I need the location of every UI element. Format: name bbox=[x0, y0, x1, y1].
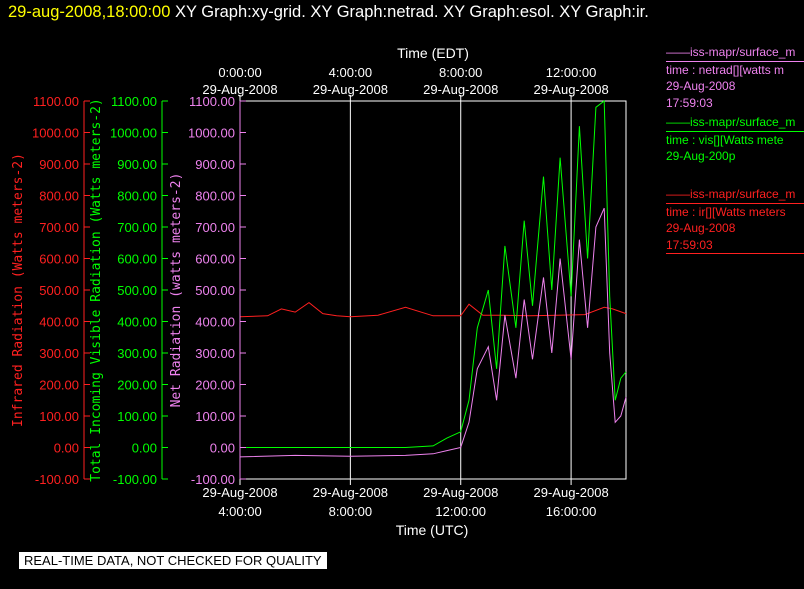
legend-ir-line2: 29-Aug-2008 bbox=[666, 221, 736, 235]
bottom-axis-title: Time (UTC) bbox=[396, 522, 469, 538]
y-tick-label-ir: 800.00 bbox=[39, 189, 79, 204]
y-axis-label-vis: Total Incoming Visible Radiation (Watts … bbox=[89, 98, 104, 482]
bottom-tick-time: 12:00:00 bbox=[435, 504, 486, 519]
y-tick-label-net: 200.00 bbox=[195, 378, 235, 393]
y-tick-label-ir: 600.00 bbox=[39, 252, 79, 267]
y-tick-label-vis: 100.00 bbox=[117, 409, 157, 424]
top-tick-time: 8:00:00 bbox=[439, 65, 482, 80]
y-tick-label-ir: 0.00 bbox=[54, 441, 79, 456]
y-tick-label-net: 500.00 bbox=[195, 283, 235, 298]
y-tick-label-net: 100.00 bbox=[195, 409, 235, 424]
plot-area bbox=[239, 100, 627, 480]
y-tick-label-net: 0.00 bbox=[210, 441, 235, 456]
top-tick-date: 29-Aug-2008 bbox=[202, 82, 277, 97]
y-tick-label-ir: 300.00 bbox=[39, 346, 79, 361]
y-tick-label-vis: 900.00 bbox=[117, 157, 157, 172]
legend-vis-line2: 29-Aug-200p bbox=[666, 149, 736, 163]
top-axis-title: Time (EDT) bbox=[397, 45, 469, 61]
y-tick-label-ir: 500.00 bbox=[39, 283, 79, 298]
y-tick-label-vis: 500.00 bbox=[117, 283, 157, 298]
legend-vis-title: ——iss-mapr/surface_m bbox=[666, 114, 804, 132]
top-tick-date: 29-Aug-2008 bbox=[423, 82, 498, 97]
bottom-tick-date: 29-Aug-2008 bbox=[423, 485, 498, 500]
bottom-tick-date: 29-Aug-2008 bbox=[313, 485, 388, 500]
y-tick-label-ir: 200.00 bbox=[39, 378, 79, 393]
y-tick-label-ir: 1100.00 bbox=[33, 94, 79, 109]
grid-lines bbox=[239, 101, 572, 479]
y-tick-label-vis: 200.00 bbox=[117, 378, 157, 393]
legend-netrad: ——iss-mapr/surface_m time : netrad[][wat… bbox=[666, 44, 804, 111]
series-line-vis bbox=[240, 100, 627, 448]
y-tick-label-net: 1100.00 bbox=[189, 94, 235, 109]
top-tick-time: 0:00:00 bbox=[218, 65, 261, 80]
axes-group: 29-Aug-2008 4:00:00 0:00:00 29-Aug-2008 29-A… bbox=[32, 65, 609, 519]
y-tick-label-ir: 700.00 bbox=[39, 220, 79, 235]
y-tick-label-vis: 600.00 bbox=[117, 252, 157, 267]
series-line-net bbox=[239, 207, 627, 458]
legend-netrad-title: ——iss-mapr/surface_m bbox=[666, 44, 804, 62]
y-tick-label-vis: 800.00 bbox=[117, 189, 157, 204]
y-tick-label-vis: 1000.00 bbox=[110, 126, 157, 141]
y-tick-label-net: 400.00 bbox=[195, 315, 235, 330]
y-tick-label-ir: 100.00 bbox=[39, 409, 79, 424]
y-axis-label-ir: Infrared Radiation (Watts meters-2) bbox=[11, 153, 26, 427]
top-tick-time: 4:00:00 bbox=[329, 65, 372, 80]
y-tick-label-net: 300.00 bbox=[195, 346, 235, 361]
legend-netrad-line2: 29-Aug-2008 bbox=[666, 79, 736, 93]
legend-ir-line3: 17:59:03 bbox=[666, 237, 804, 254]
legend-ir-line1: time : ir[][Watts meters bbox=[666, 204, 786, 219]
y-tick-label-ir: -100.00 bbox=[35, 472, 79, 487]
top-tick-time: 12:00:00 bbox=[546, 65, 597, 80]
y-tick-label-vis: 700.00 bbox=[117, 220, 157, 235]
y-tick-label-ir: 1000.00 bbox=[32, 126, 79, 141]
bottom-tick-date: 29-Aug-2008 bbox=[202, 485, 277, 500]
bottom-tick-date: 29-Aug-2008 bbox=[534, 485, 609, 500]
bottom-tick-time: 4:00:00 bbox=[218, 504, 261, 519]
top-tick-date: 29-Aug-2008 bbox=[534, 82, 609, 97]
legend-netrad-line1: time : netrad[][watts m bbox=[666, 62, 785, 77]
legend-netrad-line3: 17:59:03 bbox=[666, 95, 713, 110]
y-tick-label-ir: 900.00 bbox=[39, 157, 79, 172]
legend-vis-line1: time : vis[][Watts mete bbox=[666, 132, 784, 147]
legend-ir-title: ——iss-mapr/surface_m bbox=[666, 186, 804, 204]
y-tick-label-ir: 400.00 bbox=[39, 315, 79, 330]
y-tick-label-vis: 300.00 bbox=[117, 346, 157, 361]
legend-vis: ——iss-mapr/surface_m time : vis[][Watts … bbox=[666, 114, 804, 165]
legend-ir: ——iss-mapr/surface_m time : ir[][Watts m… bbox=[666, 186, 804, 254]
y-tick-label-net: 700.00 bbox=[195, 220, 235, 235]
timestamp: 29-aug-2008,18:00:00 bbox=[8, 3, 171, 21]
series-line-ir bbox=[239, 301, 627, 318]
y-tick-label-vis: 0.00 bbox=[132, 441, 157, 456]
y-tick-label-net: -100.00 bbox=[191, 472, 235, 487]
y-tick-label-net: 1000.00 bbox=[188, 126, 235, 141]
graph-titles: XY Graph:xy-grid. XY Graph:netrad. XY Gr… bbox=[174, 3, 649, 21]
bottom-tick-time: 16:00:00 bbox=[546, 504, 597, 519]
y-tick-label-net: 900.00 bbox=[195, 157, 235, 172]
y-tick-label-vis: -100.00 bbox=[113, 472, 157, 487]
header-title: 29-aug-2008,18:00:00 XY Graph:xy-grid. X… bbox=[8, 3, 649, 22]
y-tick-label-net: 800.00 bbox=[195, 189, 235, 204]
y-tick-label-vis: 400.00 bbox=[117, 315, 157, 330]
y-axis-label-net: Net Radiation (watts meters-2) bbox=[169, 173, 184, 408]
y-tick-label-net: 600.00 bbox=[195, 252, 235, 267]
bottom-tick-time: 8:00:00 bbox=[329, 504, 372, 519]
y-tick-label-vis: 1100.00 bbox=[111, 94, 157, 109]
top-tick-date: 29-Aug-2008 bbox=[313, 82, 388, 97]
quality-notice: REAL-TIME DATA, NOT CHECKED FOR QUALITY bbox=[19, 552, 327, 569]
series-group bbox=[239, 100, 627, 458]
